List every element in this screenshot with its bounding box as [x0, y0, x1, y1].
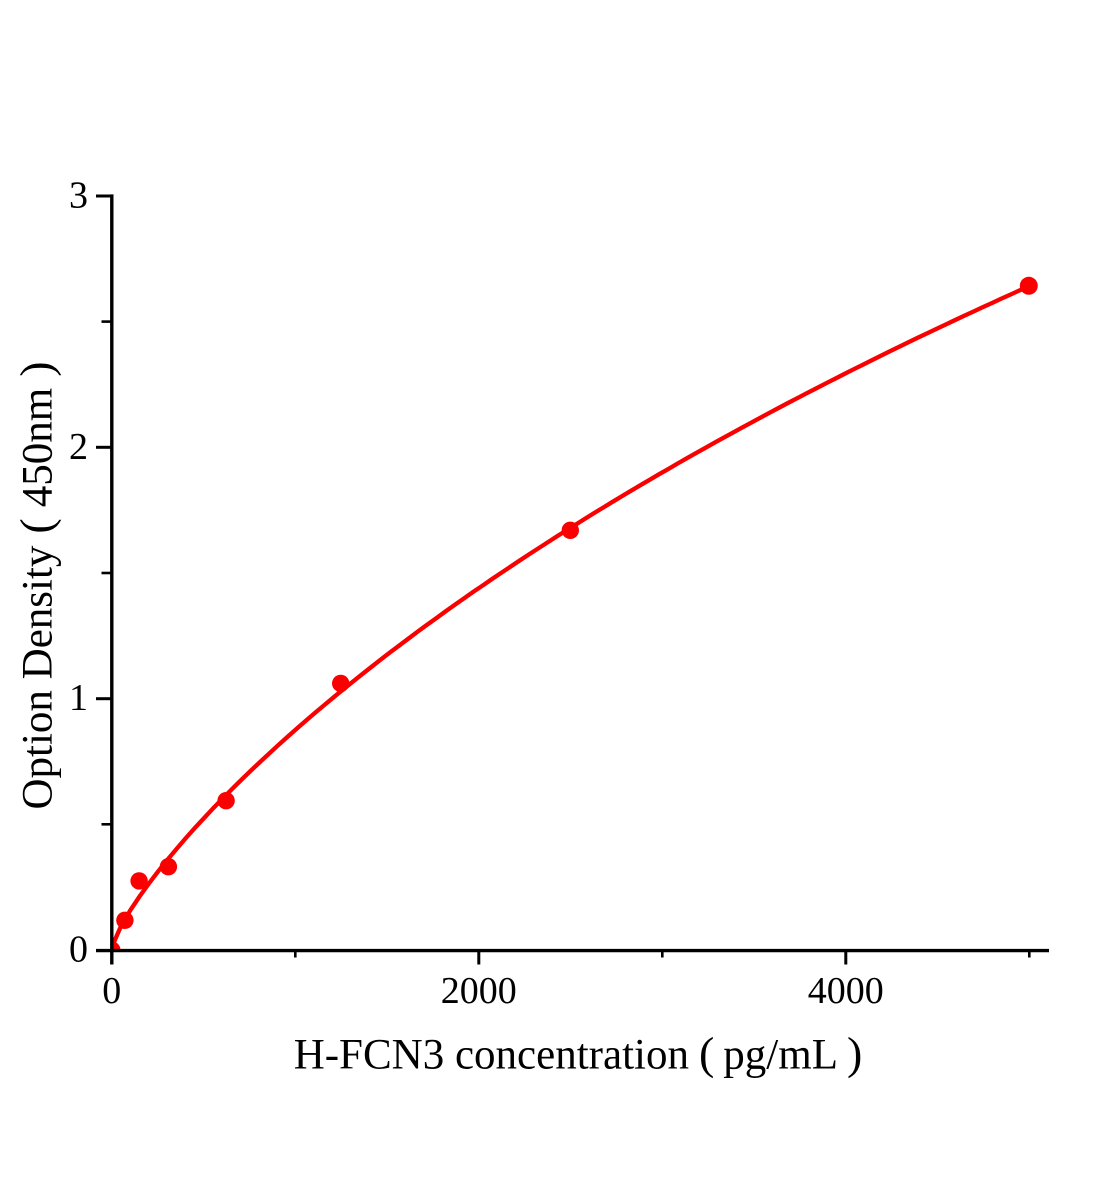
svg-text:0: 0: [69, 929, 88, 971]
svg-text:H-FCN3 concentration(pg/mL): H-FCN3 concentration(pg/mL): [294, 1028, 863, 1079]
svg-text:Option Density(450nm): Option Density(450nm): [11, 361, 62, 809]
svg-text:0: 0: [102, 970, 121, 1012]
svg-text:4000: 4000: [808, 970, 884, 1012]
svg-text:3: 3: [69, 175, 88, 217]
svg-text:2: 2: [69, 426, 88, 468]
svg-text:1: 1: [69, 677, 88, 719]
svg-text:2000: 2000: [441, 970, 517, 1012]
